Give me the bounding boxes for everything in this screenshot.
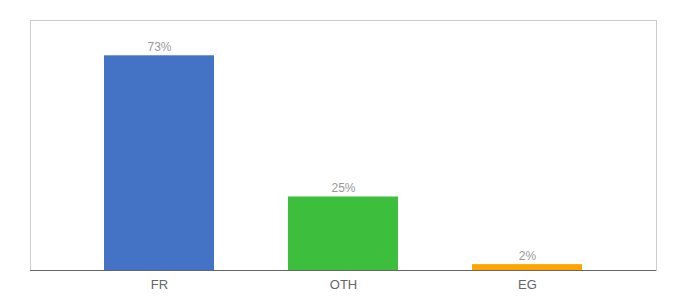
svg-text:OTH: OTH xyxy=(330,277,357,292)
svg-text:FR: FR xyxy=(151,277,168,292)
svg-text:2%: 2% xyxy=(519,249,537,263)
svg-text:25%: 25% xyxy=(331,181,355,195)
svg-text:EG: EG xyxy=(518,277,537,292)
svg-text:73%: 73% xyxy=(147,40,171,54)
